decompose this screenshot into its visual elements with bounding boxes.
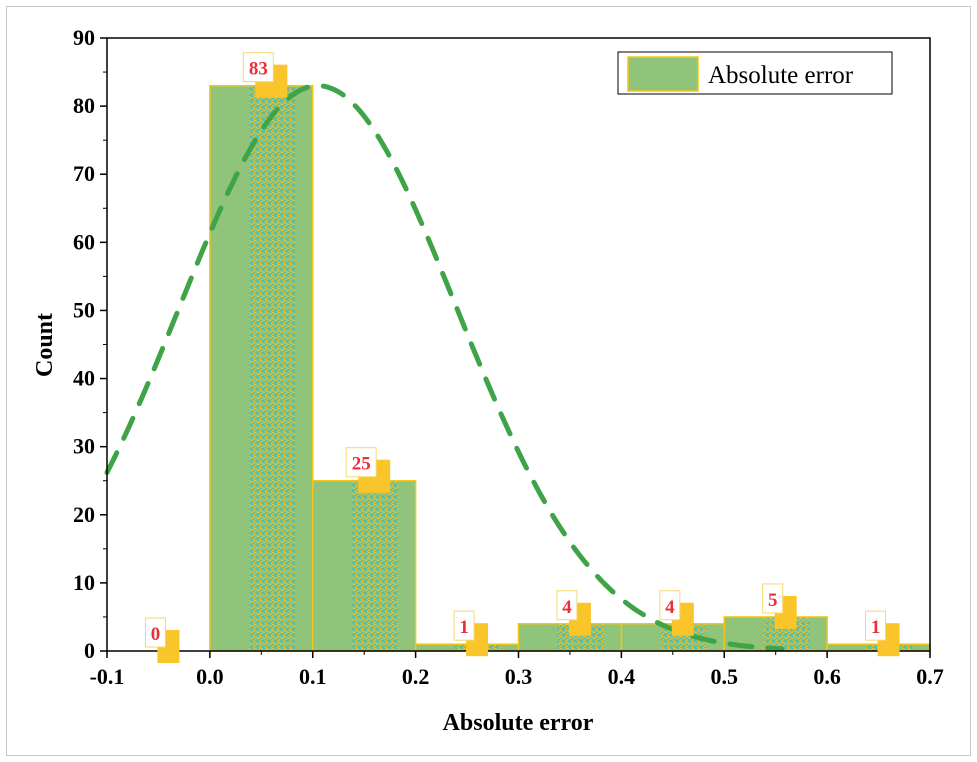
data-label: 0 [151, 624, 161, 645]
y-axis-label: Count [32, 313, 58, 377]
data-label-box [144, 617, 166, 648]
data-label-box [865, 610, 887, 641]
data-label: 1 [459, 617, 469, 638]
y-tick-label: 30 [73, 434, 95, 459]
y-tick-label: 10 [73, 570, 95, 595]
data-label-box [762, 583, 784, 614]
x-tick-label: 0.0 [196, 664, 224, 689]
data-label: 4 [665, 597, 675, 618]
data-label: 25 [352, 454, 371, 475]
y-tick-label: 20 [73, 502, 95, 527]
y-tick-label: 90 [73, 25, 95, 50]
chart-frame [6, 6, 971, 756]
x-tick-label: 0.2 [402, 664, 430, 689]
bar-texture [248, 85, 296, 651]
y-tick-label: 50 [73, 297, 95, 322]
x-tick-label: 0.5 [711, 664, 739, 689]
x-tick-label: -0.1 [90, 664, 125, 689]
y-tick-label: 80 [73, 93, 95, 118]
data-label-box [453, 610, 475, 641]
data-label-box [345, 447, 377, 478]
data-label: 83 [249, 59, 268, 80]
x-tick-label: 0.6 [813, 664, 841, 689]
legend-swatch [627, 56, 699, 92]
data-label: 1 [871, 617, 881, 638]
data-label-box [659, 590, 681, 621]
y-tick-label: 0 [84, 638, 95, 663]
legend-label: Absolute error [708, 62, 854, 89]
data-label-box [242, 52, 274, 83]
data-label-box [556, 590, 578, 621]
x-axis-label: Absolute error [443, 710, 594, 736]
data-label: 4 [562, 597, 572, 618]
legend: Absolute error [617, 51, 893, 95]
x-tick-label: 0.7 [916, 664, 944, 689]
x-tick-label: 0.1 [299, 664, 327, 689]
normal-fit-curve [104, 83, 785, 652]
y-tick-label: 60 [73, 229, 95, 254]
y-tick-label: 40 [73, 366, 95, 391]
x-tick-label: 0.3 [505, 664, 533, 689]
data-label: 5 [768, 590, 778, 611]
y-tick-label: 70 [73, 161, 95, 186]
x-tick-label: 0.4 [608, 664, 636, 689]
bar-texture [351, 480, 399, 651]
